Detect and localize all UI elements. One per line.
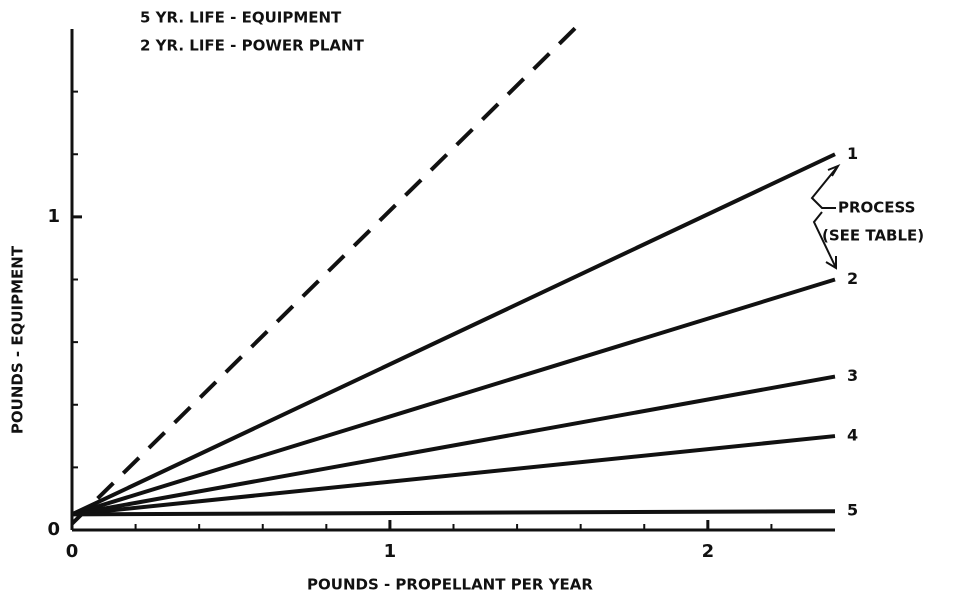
series-line [71, 509, 836, 517]
annotation-arrow [812, 211, 837, 270]
y-axis-label: POUNDS - EQUIPMENT [9, 245, 27, 434]
title-line: 2 YR. LIFE - POWER PLANT [140, 37, 365, 55]
y-tick-label: 1 [47, 206, 60, 227]
x-tick-label: 2 [702, 541, 715, 562]
x-axis-label: POUNDS - PROPELLANT PER YEAR [307, 576, 593, 594]
series-label: 3 [847, 366, 858, 385]
y-tick-label: 0 [47, 519, 60, 540]
series-line [70, 21, 583, 526]
annotation-arrow [810, 163, 841, 209]
series-label: 4 [847, 426, 858, 445]
annotation: PROCESS [838, 199, 915, 217]
series-line [71, 152, 836, 517]
series-line [71, 374, 836, 517]
series-label: 5 [847, 501, 858, 520]
title-line: 5 YR. LIFE - EQUIPMENT [140, 9, 342, 27]
series-label: 1 [847, 144, 858, 163]
annotation: (SEE TABLE) [822, 227, 924, 245]
series-line [71, 434, 836, 517]
series-line [71, 277, 836, 517]
x-tick-label: 1 [384, 541, 397, 562]
x-tick-label: 0 [66, 541, 79, 562]
series-label: 2 [847, 269, 858, 288]
